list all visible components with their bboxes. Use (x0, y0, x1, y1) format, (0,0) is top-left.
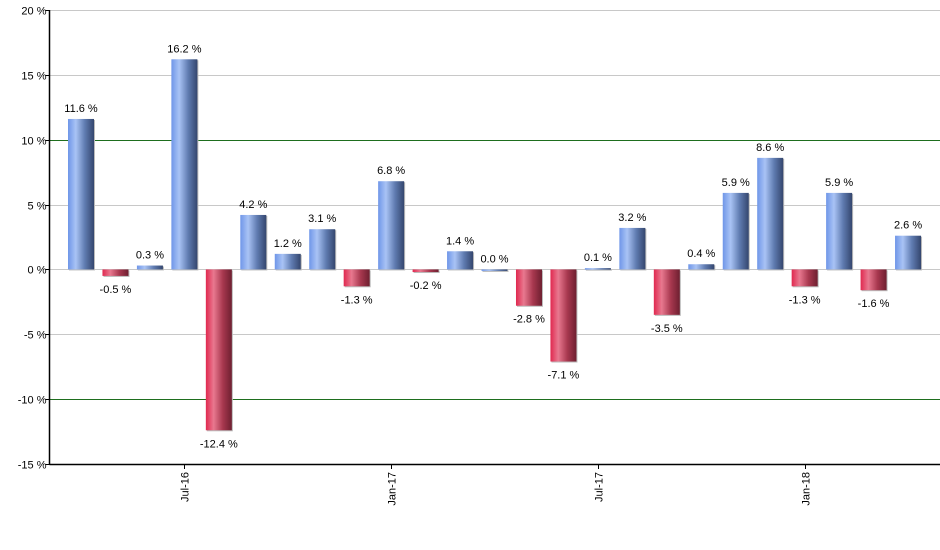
data-label: -12.4 % (200, 438, 238, 450)
bar-negative (205, 269, 232, 431)
bar-shadow (482, 270, 509, 272)
data-label: 0.3 % (136, 250, 164, 262)
data-label: 0.4 % (687, 248, 715, 260)
bar-negative (791, 269, 818, 287)
y-tick-label: -5 % (24, 330, 47, 342)
data-label: 1.4 % (446, 235, 474, 247)
bar-negative (343, 269, 370, 287)
y-tick-label: 20 % (21, 6, 46, 18)
y-tick-label: -15 % (18, 460, 47, 472)
bar-positive (584, 268, 611, 270)
data-label: -1.3 % (341, 294, 373, 306)
y-tick-label: -10 % (18, 395, 47, 407)
x-tick-label: Jul-17 (594, 472, 606, 502)
data-label: 3.1 % (308, 213, 336, 225)
bar-positive (378, 181, 405, 270)
data-label: 6.8 % (377, 165, 405, 177)
data-label: 5.9 % (825, 177, 853, 189)
bars (68, 59, 923, 432)
data-label: -1.6 % (858, 298, 890, 310)
bar-positive (240, 214, 267, 270)
bar-negative (102, 269, 129, 276)
y-tick-label: 10 % (21, 136, 46, 148)
data-label: -3.5 % (651, 323, 683, 335)
data-label: 1.2 % (274, 238, 302, 250)
data-label: -0.5 % (100, 284, 132, 296)
data-label: 16.2 % (167, 43, 201, 55)
y-tick-label: 15 % (21, 71, 46, 83)
bar-negative (515, 269, 542, 306)
bar-positive (722, 192, 749, 270)
x-tick-label: Jul-16 (180, 472, 192, 502)
bar-negative (860, 269, 887, 291)
bar-positive (826, 192, 853, 270)
bar-positive (136, 265, 163, 270)
bar-positive (688, 264, 715, 270)
data-label: -7.1 % (548, 370, 580, 382)
bar-positive (619, 227, 646, 270)
bar-positive (171, 59, 198, 270)
data-label: 11.6 % (64, 103, 98, 115)
data-label: -0.2 % (410, 280, 442, 292)
bar-positive (274, 253, 301, 270)
data-label: -2.8 % (513, 314, 545, 326)
data-label: -1.3 % (789, 294, 821, 306)
data-label: 4.2 % (239, 199, 267, 211)
bar-positive (481, 269, 508, 271)
bar-positive (68, 118, 94, 270)
data-label: 5.9 % (722, 177, 750, 189)
bar-positive (309, 229, 336, 270)
x-tick-label: Jan-18 (801, 472, 813, 506)
data-label: 0.1 % (584, 252, 612, 264)
bar-positive (895, 235, 922, 270)
data-label: 2.6 % (894, 220, 922, 232)
bar-negative (653, 269, 680, 315)
y-tick-label: 0 % (28, 265, 47, 277)
bar-negative (412, 269, 439, 273)
y-tick-label: 5 % (28, 201, 47, 213)
bar-negative (550, 269, 577, 362)
data-labels: 11.6 % -0.5 % 0.3 % 16.2 % -12.4 % 4.2 % 1.2 %… (64, 43, 922, 450)
bar-positive (757, 157, 784, 270)
axes: -15 % -10 % -5 % 0 % 5 % 10 % 15 % 20 % Jul-16 Ja… (18, 6, 940, 506)
data-label: 3.2 % (618, 212, 646, 224)
bar-shadow (585, 269, 612, 271)
data-label: 8.6 % (756, 142, 784, 154)
bar-positive (447, 251, 474, 270)
data-label: 0.0 % (480, 253, 508, 265)
x-tick-label: Jan-17 (387, 472, 399, 506)
